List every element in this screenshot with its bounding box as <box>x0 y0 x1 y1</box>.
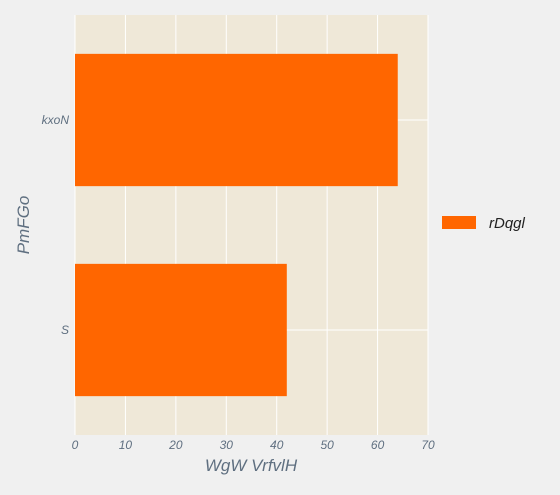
x-tick-label: 10 <box>119 438 133 452</box>
x-tick-label: 40 <box>270 438 284 452</box>
x-tick-label: 50 <box>320 438 334 452</box>
x-tick-label: 20 <box>168 438 183 452</box>
x-tick-label: 60 <box>371 438 385 452</box>
x-axis-label: WgW VrfvlH <box>205 456 298 475</box>
bar-kxoN <box>75 53 398 187</box>
x-tick-label: 0 <box>72 438 79 452</box>
legend-label: rDqgl <box>489 215 526 232</box>
bar-S <box>75 263 287 397</box>
y-axis-label: PmFGo <box>14 196 33 255</box>
y-axis-ticks: kxoN S <box>42 113 70 337</box>
x-tick-label: 70 <box>421 438 435 452</box>
x-axis-ticks: 0 10 20 30 40 50 60 70 <box>72 438 435 452</box>
bars <box>75 53 398 397</box>
y-tick-label: S <box>61 323 69 337</box>
y-tick-label: kxoN <box>42 113 70 127</box>
legend-swatch <box>442 216 476 229</box>
legend: rDqgl <box>442 215 526 232</box>
x-tick-label: 30 <box>220 438 234 452</box>
